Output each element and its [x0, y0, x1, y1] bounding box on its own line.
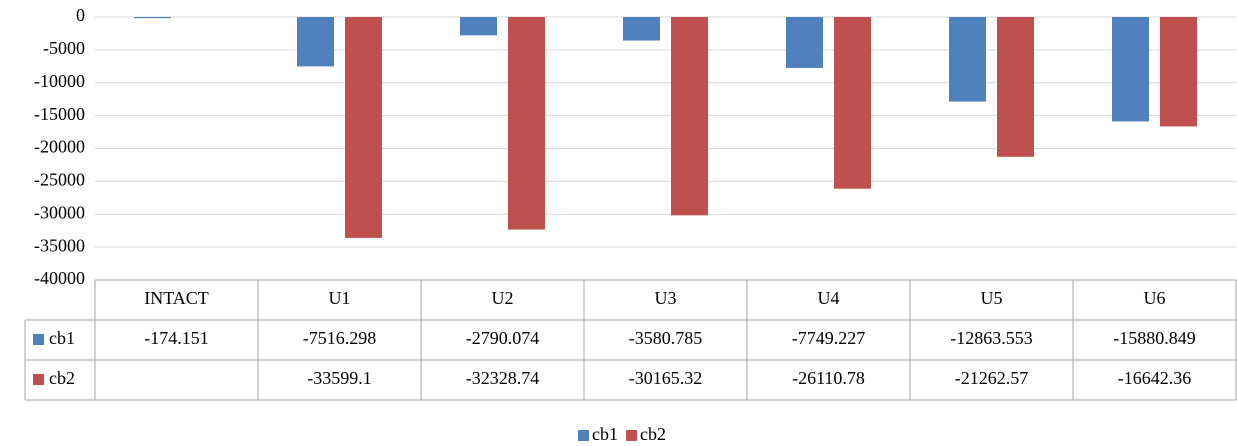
table-value: -174.151	[144, 328, 209, 348]
bar	[1160, 17, 1197, 127]
bar	[949, 17, 986, 102]
legend-key	[33, 334, 44, 345]
table-value: -33599.1	[307, 368, 372, 388]
x-tick-label: U6	[1144, 288, 1166, 308]
bar	[623, 17, 660, 41]
x-tick-label: U5	[981, 288, 1003, 308]
bar	[1112, 17, 1149, 122]
y-tick-label: -30000	[34, 202, 85, 222]
table-value: -2790.074	[466, 328, 540, 348]
table-value: -32328.74	[466, 368, 540, 388]
y-tick-label: 0	[76, 5, 85, 25]
table-value: -7516.298	[303, 328, 377, 348]
legend-key	[33, 374, 44, 385]
table-value: -7749.227	[792, 328, 866, 348]
legend-label: cb1	[592, 424, 618, 444]
y-tick-label: -10000	[34, 71, 85, 91]
y-tick-label: -15000	[34, 104, 85, 124]
y-tick-label: -25000	[34, 170, 85, 190]
table-value: -21262.57	[955, 368, 1029, 388]
bar	[297, 17, 334, 67]
table-value: -16642.36	[1118, 368, 1192, 388]
bar	[997, 17, 1034, 157]
row-label: cb2	[49, 368, 75, 388]
y-tick-label: -5000	[43, 38, 85, 58]
table-value: -3580.785	[629, 328, 703, 348]
bar	[834, 17, 871, 189]
y-tick-label: -40000	[34, 268, 85, 288]
x-tick-label: U1	[329, 288, 351, 308]
legend-key	[626, 430, 637, 441]
bar	[508, 17, 545, 230]
bar	[460, 17, 497, 36]
table-value: -15880.849	[1113, 328, 1196, 348]
y-tick-label: -20000	[34, 137, 85, 157]
bar	[786, 17, 823, 68]
bar	[345, 17, 382, 238]
bar	[134, 17, 171, 19]
y-tick-label: -35000	[34, 235, 85, 255]
table-value: -26110.78	[792, 368, 865, 388]
table-value: -30165.32	[629, 368, 703, 388]
table-value: -12863.553	[950, 328, 1033, 348]
legend-label: cb2	[640, 424, 666, 444]
x-tick-label: U3	[655, 288, 677, 308]
x-tick-label: U4	[818, 288, 840, 308]
legend-key	[578, 430, 589, 441]
bar	[671, 17, 708, 216]
x-tick-label: INTACT	[144, 288, 209, 308]
x-tick-label: U2	[492, 288, 514, 308]
row-label: cb1	[49, 328, 75, 348]
